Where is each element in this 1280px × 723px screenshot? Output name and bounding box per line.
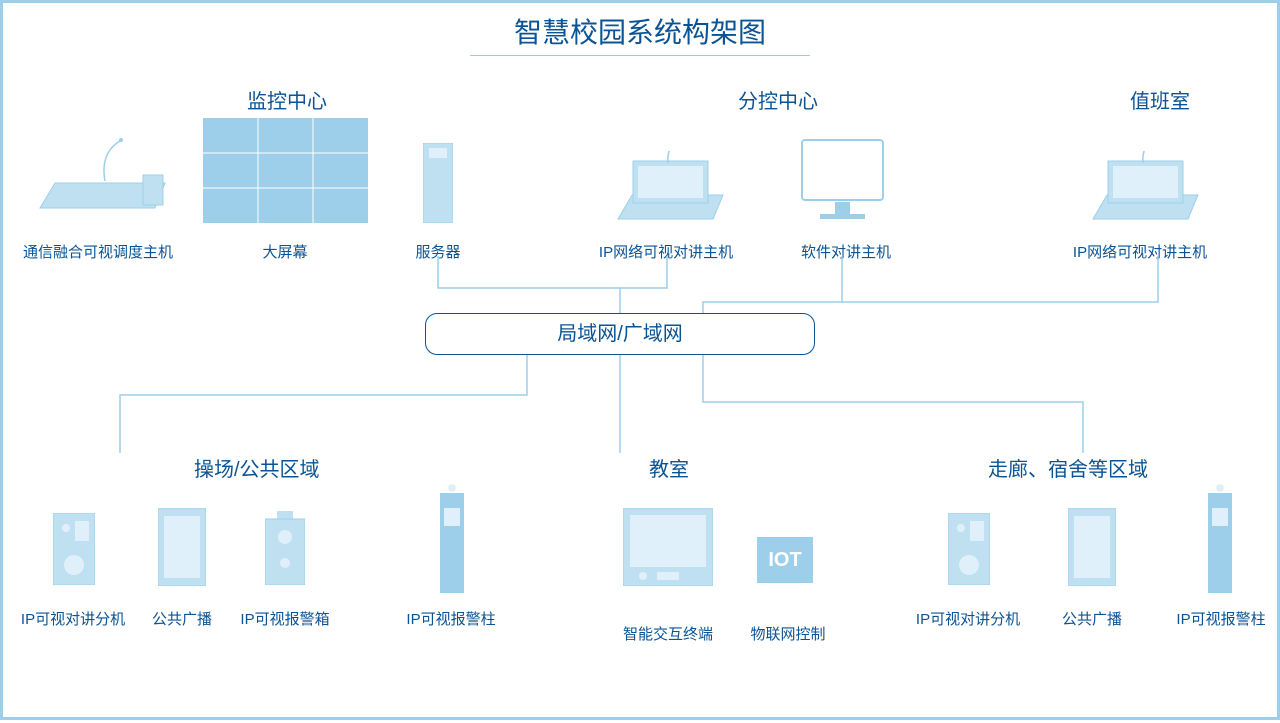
connectors: [3, 3, 1280, 723]
dispatch-host-icon: [25, 133, 175, 223]
alarm-pole-icon-1: [440, 483, 464, 593]
alarm-pole-icon-2: [1208, 483, 1232, 593]
ip-ext-icon-1: [53, 513, 95, 585]
smart-terminal-icon: [623, 508, 713, 586]
server-icon: [423, 143, 453, 223]
network-box: 局域网/广域网: [425, 313, 815, 355]
big-screen-icon: [203, 118, 368, 223]
ip-host-icon-1: [608, 151, 728, 223]
iot-icon: IOT: [757, 537, 813, 583]
ip-host-icon-2: [1083, 151, 1203, 223]
software-host-icon: [800, 138, 885, 223]
alarm-box-icon: [265, 511, 305, 585]
ip-ext-icon-2: [948, 513, 990, 585]
broadcast-icon-2: [1068, 508, 1116, 586]
broadcast-icon-1: [158, 508, 206, 586]
